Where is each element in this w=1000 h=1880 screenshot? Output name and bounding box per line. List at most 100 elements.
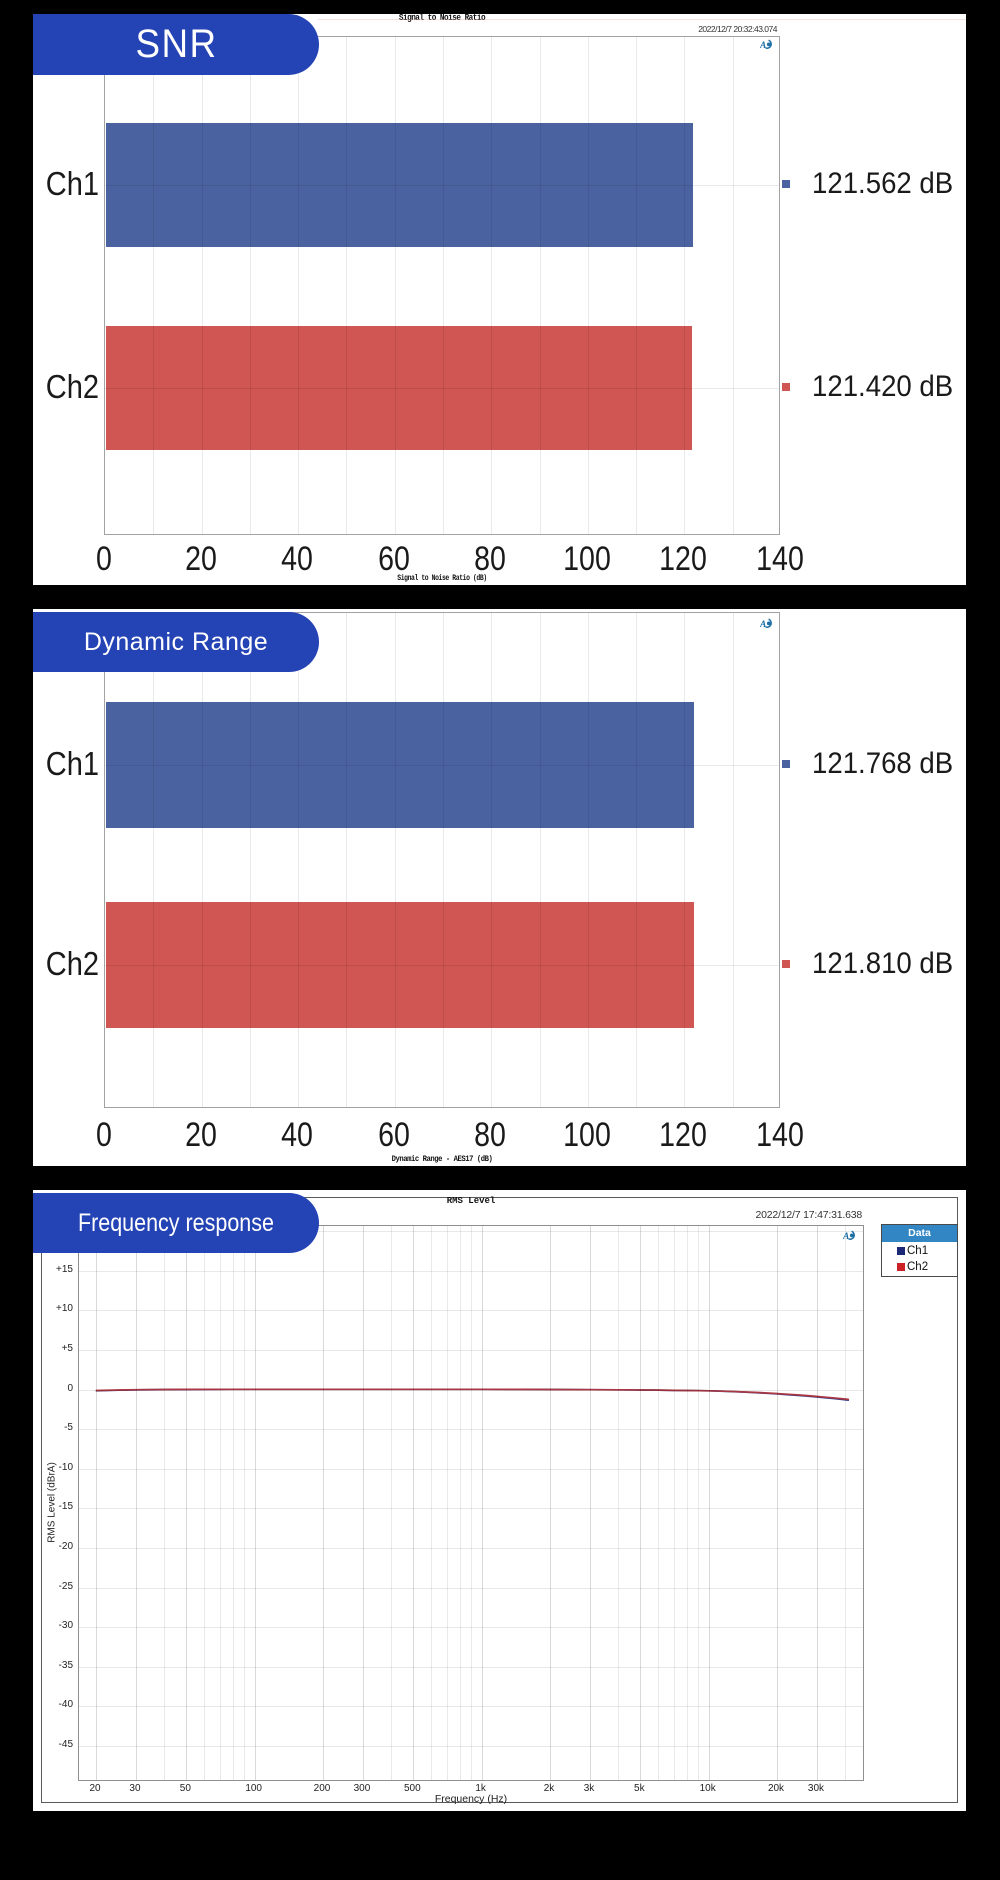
rms-level-title: RMS Level [446, 1196, 496, 1206]
x-gridline [249, 613, 251, 1107]
x-tick-label: 20 [184, 1116, 217, 1154]
legend-row-ch1: Ch1 [897, 1245, 928, 1257]
y-tick-label: -20 [58, 1540, 73, 1552]
x-tick-label: 60 [377, 1116, 410, 1154]
x-tick-label: 40 [281, 1116, 314, 1154]
x-minor-gridline [391, 1226, 393, 1780]
bar-ch1 [106, 701, 694, 828]
value-marker-ch2 [782, 959, 790, 968]
y-tick-label: +15 [56, 1263, 73, 1275]
response-curves [95, 1388, 849, 1402]
x-tick-label: 3k [583, 1783, 595, 1794]
x-major-gridline [186, 1226, 188, 1780]
bar-ch2 [106, 326, 693, 450]
frequency-response-badge-label: Frequency response [78, 1208, 274, 1237]
y-gridline [78, 1547, 863, 1549]
y-gridline [78, 1231, 863, 1233]
x-gridline [587, 36, 589, 534]
x-major-gridline [135, 1226, 137, 1780]
x-minor-gridline [164, 1226, 166, 1780]
value-marker-ch1 [782, 759, 790, 768]
y-gridline [78, 1706, 863, 1708]
y-gridline [78, 1745, 863, 1747]
category-label-ch1: Ch1 [45, 165, 99, 202]
x-major-gridline [708, 1226, 710, 1780]
dynamic-range-badge-label: Dynamic Range [83, 627, 269, 656]
x-tick-label: 140 [756, 540, 804, 578]
y-gridline [105, 185, 779, 186]
x-minor-gridline [471, 1226, 473, 1780]
ap-logo-icon: A [760, 39, 772, 50]
snr-badge: SNR [33, 14, 319, 75]
legend-title: Data [882, 1225, 957, 1242]
x-gridline [732, 613, 734, 1107]
y-tick-label: -45 [58, 1738, 73, 1750]
x-gridline [732, 36, 734, 534]
y-gridline [78, 1468, 863, 1470]
x-tick-label: 60 [377, 540, 410, 578]
x-major-gridline [816, 1226, 818, 1780]
x-minor-gridline [204, 1226, 206, 1780]
x-gridline [539, 613, 541, 1107]
dynamic-range-plot-area [104, 612, 780, 1108]
x-gridline [491, 613, 493, 1107]
x-gridline [201, 613, 203, 1107]
y-tick-label: -5 [64, 1422, 73, 1434]
y-gridline [78, 1429, 863, 1431]
x-gridline [587, 613, 589, 1107]
x-minor-gridline [845, 1226, 847, 1780]
x-tick-label: 20 [184, 540, 217, 578]
value-label-ch2: 121.420 dB [812, 370, 954, 403]
legend-swatch-ch2 [897, 1263, 905, 1271]
x-tick-label: 500 [403, 1783, 421, 1794]
x-gridline [684, 36, 686, 534]
y-tick-label: -15 [58, 1501, 73, 1513]
x-minor-gridline [244, 1226, 246, 1780]
ap-logo-icon: A [760, 618, 772, 629]
y-tick-label: -35 [58, 1659, 73, 1671]
x-tick-label: 0 [96, 1116, 112, 1154]
x-minor-gridline [658, 1226, 660, 1780]
y-gridline [78, 1627, 863, 1629]
curve-ch2 [95, 1388, 849, 1401]
x-gridline [443, 613, 444, 1107]
x-gridline [394, 613, 396, 1107]
x-tick-label: 40 [281, 540, 314, 578]
y-gridline [105, 764, 779, 766]
x-tick-label: 10k [699, 1783, 716, 1794]
dynamic-range-badge: Dynamic Range [33, 612, 319, 672]
x-minor-gridline [686, 1226, 688, 1780]
snr-x-axis-label: Signal to Noise Ratio (dB) [397, 574, 487, 583]
x-tick-label: 20 [89, 1783, 101, 1794]
y-gridline [78, 1389, 863, 1391]
x-tick-label: 1k [475, 1783, 486, 1794]
y-gridline [105, 388, 779, 389]
svg-text:A: A [760, 41, 766, 50]
y-tick-label: +5 [61, 1342, 73, 1354]
x-gridline [443, 36, 444, 534]
x-major-gridline [413, 1226, 415, 1780]
x-gridline [491, 36, 493, 534]
x-tick-label: 200 [313, 1783, 331, 1794]
x-major-gridline [589, 1226, 591, 1780]
snr-chart-title: Signal to Noise Ratio [398, 13, 486, 23]
frequency-response-plot-area [77, 1225, 864, 1781]
dynamic-range-chart-card: A Dynamic Range Dynamic Range - AES17 (d… [33, 609, 966, 1166]
x-gridline [298, 613, 300, 1107]
ap-logo-icon: A [843, 1230, 855, 1241]
legend-label-ch2: Ch2 [907, 1261, 929, 1273]
x-minor-gridline [673, 1226, 675, 1780]
x-major-gridline [481, 1226, 483, 1780]
x-minor-gridline [219, 1226, 221, 1780]
x-tick-label: 100 [245, 1783, 262, 1794]
x-major-gridline [254, 1226, 256, 1780]
x-minor-gridline [232, 1226, 234, 1780]
x-major-gridline [550, 1226, 551, 1780]
graph-panel-border [41, 1197, 958, 1803]
x-gridline [346, 613, 348, 1107]
frequency-response-badge: Frequency response [33, 1193, 319, 1253]
x-gridline [684, 613, 686, 1107]
snr-timestamp: 2022/12/7 20:32:43.074 [698, 23, 777, 34]
bar-ch1 [106, 123, 693, 247]
x-tick-label: 30k [807, 1783, 825, 1794]
